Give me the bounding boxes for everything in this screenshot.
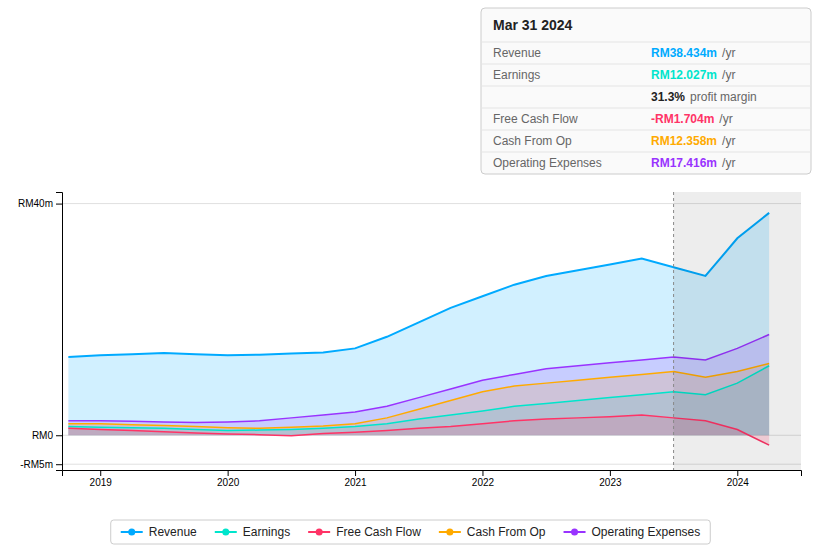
tooltip-separator bbox=[481, 86, 811, 87]
x-tick-mark bbox=[482, 470, 483, 476]
x-tick: 2023 bbox=[599, 470, 622, 488]
legend-item: Free Cash Flow bbox=[308, 525, 421, 539]
tooltip-label: Earnings bbox=[493, 68, 540, 82]
y-tick-label: RM40m bbox=[18, 198, 53, 209]
tooltip-label: Revenue bbox=[493, 46, 541, 60]
tooltip-suffix: /yr bbox=[722, 46, 735, 60]
x-tick: 2019 bbox=[90, 470, 113, 488]
tooltip-value: RM12.027m bbox=[651, 68, 717, 82]
tooltip-separator bbox=[481, 152, 811, 153]
tooltip-value: -RM1.704m bbox=[651, 112, 714, 126]
legend-swatch-marker bbox=[446, 529, 453, 536]
data-layer bbox=[68, 192, 801, 470]
x-tick-mark bbox=[610, 470, 611, 476]
legend: Revenue Earnings Free Cash Flow Cash From O… bbox=[111, 520, 711, 544]
x-tick: 2024 bbox=[727, 470, 750, 488]
tooltip-value: RM12.358m bbox=[651, 134, 717, 148]
x-tick-mark bbox=[737, 470, 738, 476]
x-tick-label: 2020 bbox=[217, 477, 240, 488]
x-tick-mark bbox=[228, 470, 229, 476]
legend-label: Revenue bbox=[149, 525, 197, 539]
tooltip-suffix: /yr bbox=[719, 112, 732, 126]
y-tick: RM0 bbox=[32, 430, 62, 441]
tooltip-separator bbox=[481, 64, 811, 65]
y-tick-mark bbox=[56, 435, 62, 436]
tooltip-value: RM17.416m bbox=[651, 156, 717, 170]
tooltip-label: Operating Expenses bbox=[493, 156, 602, 170]
tooltip-separator bbox=[481, 130, 811, 131]
y-tick-mark bbox=[56, 464, 62, 465]
x-tick: 2021 bbox=[344, 470, 367, 488]
x-tick: 2020 bbox=[217, 470, 240, 488]
tooltip-value: 31.3% bbox=[651, 90, 685, 104]
legend-swatch-marker bbox=[571, 529, 578, 536]
legend-swatch-marker bbox=[316, 529, 323, 536]
series-line bbox=[68, 334, 769, 422]
series-area bbox=[68, 334, 769, 435]
legend-item: Earnings bbox=[215, 525, 290, 539]
legend-item: Operating Expenses bbox=[564, 525, 701, 539]
series-area bbox=[68, 213, 769, 435]
highlight-line bbox=[673, 192, 674, 470]
highlight-region bbox=[674, 192, 801, 470]
legend-label: Operating Expenses bbox=[592, 525, 701, 539]
tooltip-label: Free Cash Flow bbox=[493, 112, 578, 126]
x-tick-label: 2022 bbox=[472, 477, 495, 488]
legend-label: Free Cash Flow bbox=[336, 525, 421, 539]
series-line bbox=[68, 363, 769, 428]
tooltip-box: Mar 31 2024 Revenue RM38.434m/yr Earnings RM… bbox=[481, 8, 811, 174]
y-tick: RM40m bbox=[18, 198, 62, 209]
legend-swatch-marker bbox=[128, 529, 135, 536]
legend-label: Cash From Op bbox=[467, 525, 546, 539]
y-tick: -RM5m bbox=[20, 459, 62, 470]
tooltip-suffix: /yr bbox=[722, 134, 735, 148]
x-tick-label: 2023 bbox=[599, 477, 622, 488]
tooltip-suffix: profit margin bbox=[690, 90, 757, 104]
y-tick-mark bbox=[56, 204, 62, 205]
y-tick-label: -RM5m bbox=[20, 459, 53, 470]
tooltip-background bbox=[481, 8, 811, 174]
chart: RM40m RM0 -RM5m 2019 2020 2021 2022 2023 2024 Mar… bbox=[0, 0, 821, 560]
tooltip-suffix: /yr bbox=[722, 68, 735, 82]
tooltip-heading: Mar 31 2024 bbox=[493, 17, 573, 33]
legend-swatch-marker bbox=[222, 529, 229, 536]
legend-label: Earnings bbox=[243, 525, 290, 539]
tooltip-label: Cash From Op bbox=[493, 134, 572, 148]
legend-item: Cash From Op bbox=[439, 525, 546, 539]
tooltip-value: RM38.434m bbox=[651, 46, 717, 60]
x-tick-mark bbox=[100, 470, 101, 476]
plot-area: RM40m RM0 -RM5m 2019 2020 2021 2022 2023 2024 bbox=[18, 192, 802, 488]
tooltip-suffix: /yr bbox=[722, 156, 735, 170]
x-tick-label: 2019 bbox=[90, 477, 113, 488]
x-tick: 2022 bbox=[472, 470, 495, 488]
series-line bbox=[68, 415, 769, 445]
legend-frame bbox=[111, 520, 711, 544]
tooltip-separator bbox=[481, 42, 811, 43]
y-tick-label: RM0 bbox=[32, 430, 54, 441]
y-axis-line bbox=[56, 193, 63, 471]
x-tick-label: 2024 bbox=[727, 477, 750, 488]
y-axis: RM40m RM0 -RM5m bbox=[18, 193, 63, 471]
legend-item: Revenue bbox=[121, 525, 197, 539]
tooltip-separator bbox=[481, 108, 811, 109]
x-tick-mark bbox=[355, 470, 356, 476]
x-tick-label: 2021 bbox=[344, 477, 367, 488]
x-axis-line bbox=[63, 471, 802, 477]
x-axis: 2019 2020 2021 2022 2023 2024 bbox=[63, 470, 802, 488]
series-line bbox=[68, 213, 769, 357]
